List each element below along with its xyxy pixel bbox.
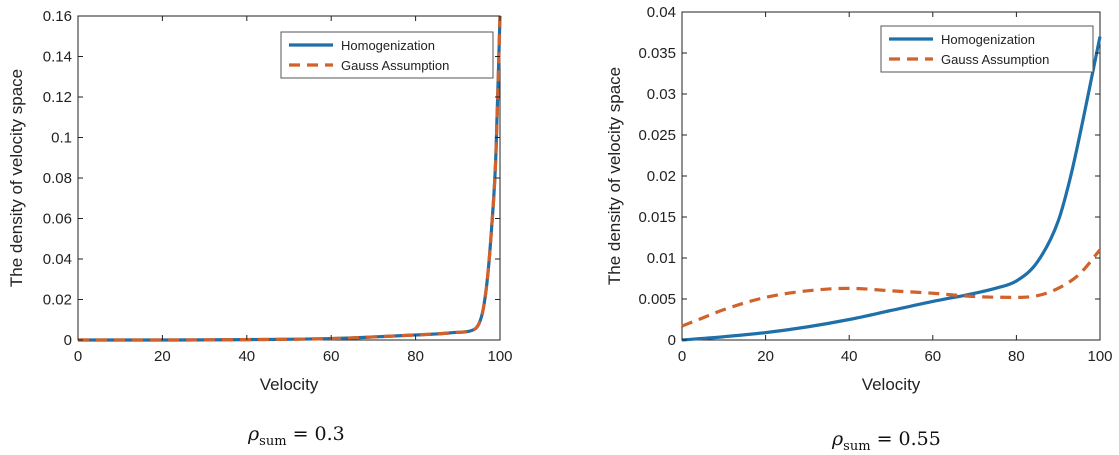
legend: Homogenization Gauss Assumption xyxy=(280,31,494,79)
x-tick-label: 20 xyxy=(757,348,774,365)
caption-symbol: ρ xyxy=(247,423,260,445)
y-tick-label: 0.035 xyxy=(638,45,676,62)
legend-label: Gauss Assumption xyxy=(941,52,1049,67)
y-tick-label: 0.06 xyxy=(43,211,72,228)
y-tick-label: 0.015 xyxy=(638,209,676,226)
legend-label: Homogenization xyxy=(941,32,1035,47)
x-axis-label: Velocity xyxy=(862,375,921,394)
legend-label: Gauss Assumption xyxy=(341,58,449,73)
x-tick-label: 40 xyxy=(238,348,255,365)
y-tick-label: 0 xyxy=(668,332,676,349)
y-tick-label: 0.03 xyxy=(647,86,676,103)
caption-subscript: sum xyxy=(259,434,286,449)
chart-caption: ρsum = 0.3 xyxy=(247,423,345,449)
y-tick-label: 0.08 xyxy=(43,170,72,187)
series-line-gauss-assumption xyxy=(78,15,502,342)
x-tick-label: 100 xyxy=(487,348,512,365)
y-tick-label: 0.02 xyxy=(647,168,676,185)
x-axis-label: Velocity xyxy=(260,375,319,394)
x-tick-label: 80 xyxy=(407,348,424,365)
y-tick-label: 0.16 xyxy=(43,8,72,25)
x-tick-label: 60 xyxy=(924,348,941,365)
x-tick-label: 100 xyxy=(1087,348,1112,365)
x-tick-label: 0 xyxy=(74,348,82,365)
y-tick-label: 0.12 xyxy=(43,89,72,106)
chart-caption: ρsum = 0.55 xyxy=(831,428,941,454)
series-line-homogenization xyxy=(681,36,1102,342)
caption-value: = 0.55 xyxy=(871,428,941,450)
y-tick-label: 0.04 xyxy=(647,4,676,21)
y-tick-label: 0.005 xyxy=(638,291,676,308)
y-tick-label: 0 xyxy=(64,332,72,349)
legend-label: Homogenization xyxy=(341,38,435,53)
y-tick-label: 0.04 xyxy=(43,251,72,268)
y-axis-label: The density of velocity space xyxy=(7,69,26,287)
x-tick-label: 0 xyxy=(678,348,686,365)
x-tick-label: 60 xyxy=(323,348,340,365)
chart-left: 0 20 40 60 80 100 0 0.02 0.04 0.06 0.08 0.1 0.12 0.14… xyxy=(7,8,513,449)
y-axis-label: The density of velocity space xyxy=(605,67,624,285)
legend-box xyxy=(280,31,494,79)
caption-symbol: ρ xyxy=(831,428,844,450)
legend: Homogenization Gauss Assumption xyxy=(880,25,1094,73)
caption-subscript: sum xyxy=(843,439,870,454)
x-tick-label: 40 xyxy=(841,348,858,365)
x-tick-label: 20 xyxy=(154,348,171,365)
y-tick-label: 0.01 xyxy=(647,250,676,267)
y-tick-label: 0.14 xyxy=(43,49,72,66)
legend-box xyxy=(880,25,1094,73)
series-line-gauss-assumption xyxy=(681,248,1102,328)
x-tick-label: 80 xyxy=(1008,348,1025,365)
y-tick-label: 0.02 xyxy=(43,292,72,309)
chart-right: 0 20 40 60 80 100 0 0.005 0.01 0.015 0.02 0.025 0.03… xyxy=(605,4,1113,454)
y-tick-label: 0.1 xyxy=(51,130,72,147)
caption-value: = 0.3 xyxy=(287,423,345,445)
y-tick-label: 0.025 xyxy=(638,127,676,144)
